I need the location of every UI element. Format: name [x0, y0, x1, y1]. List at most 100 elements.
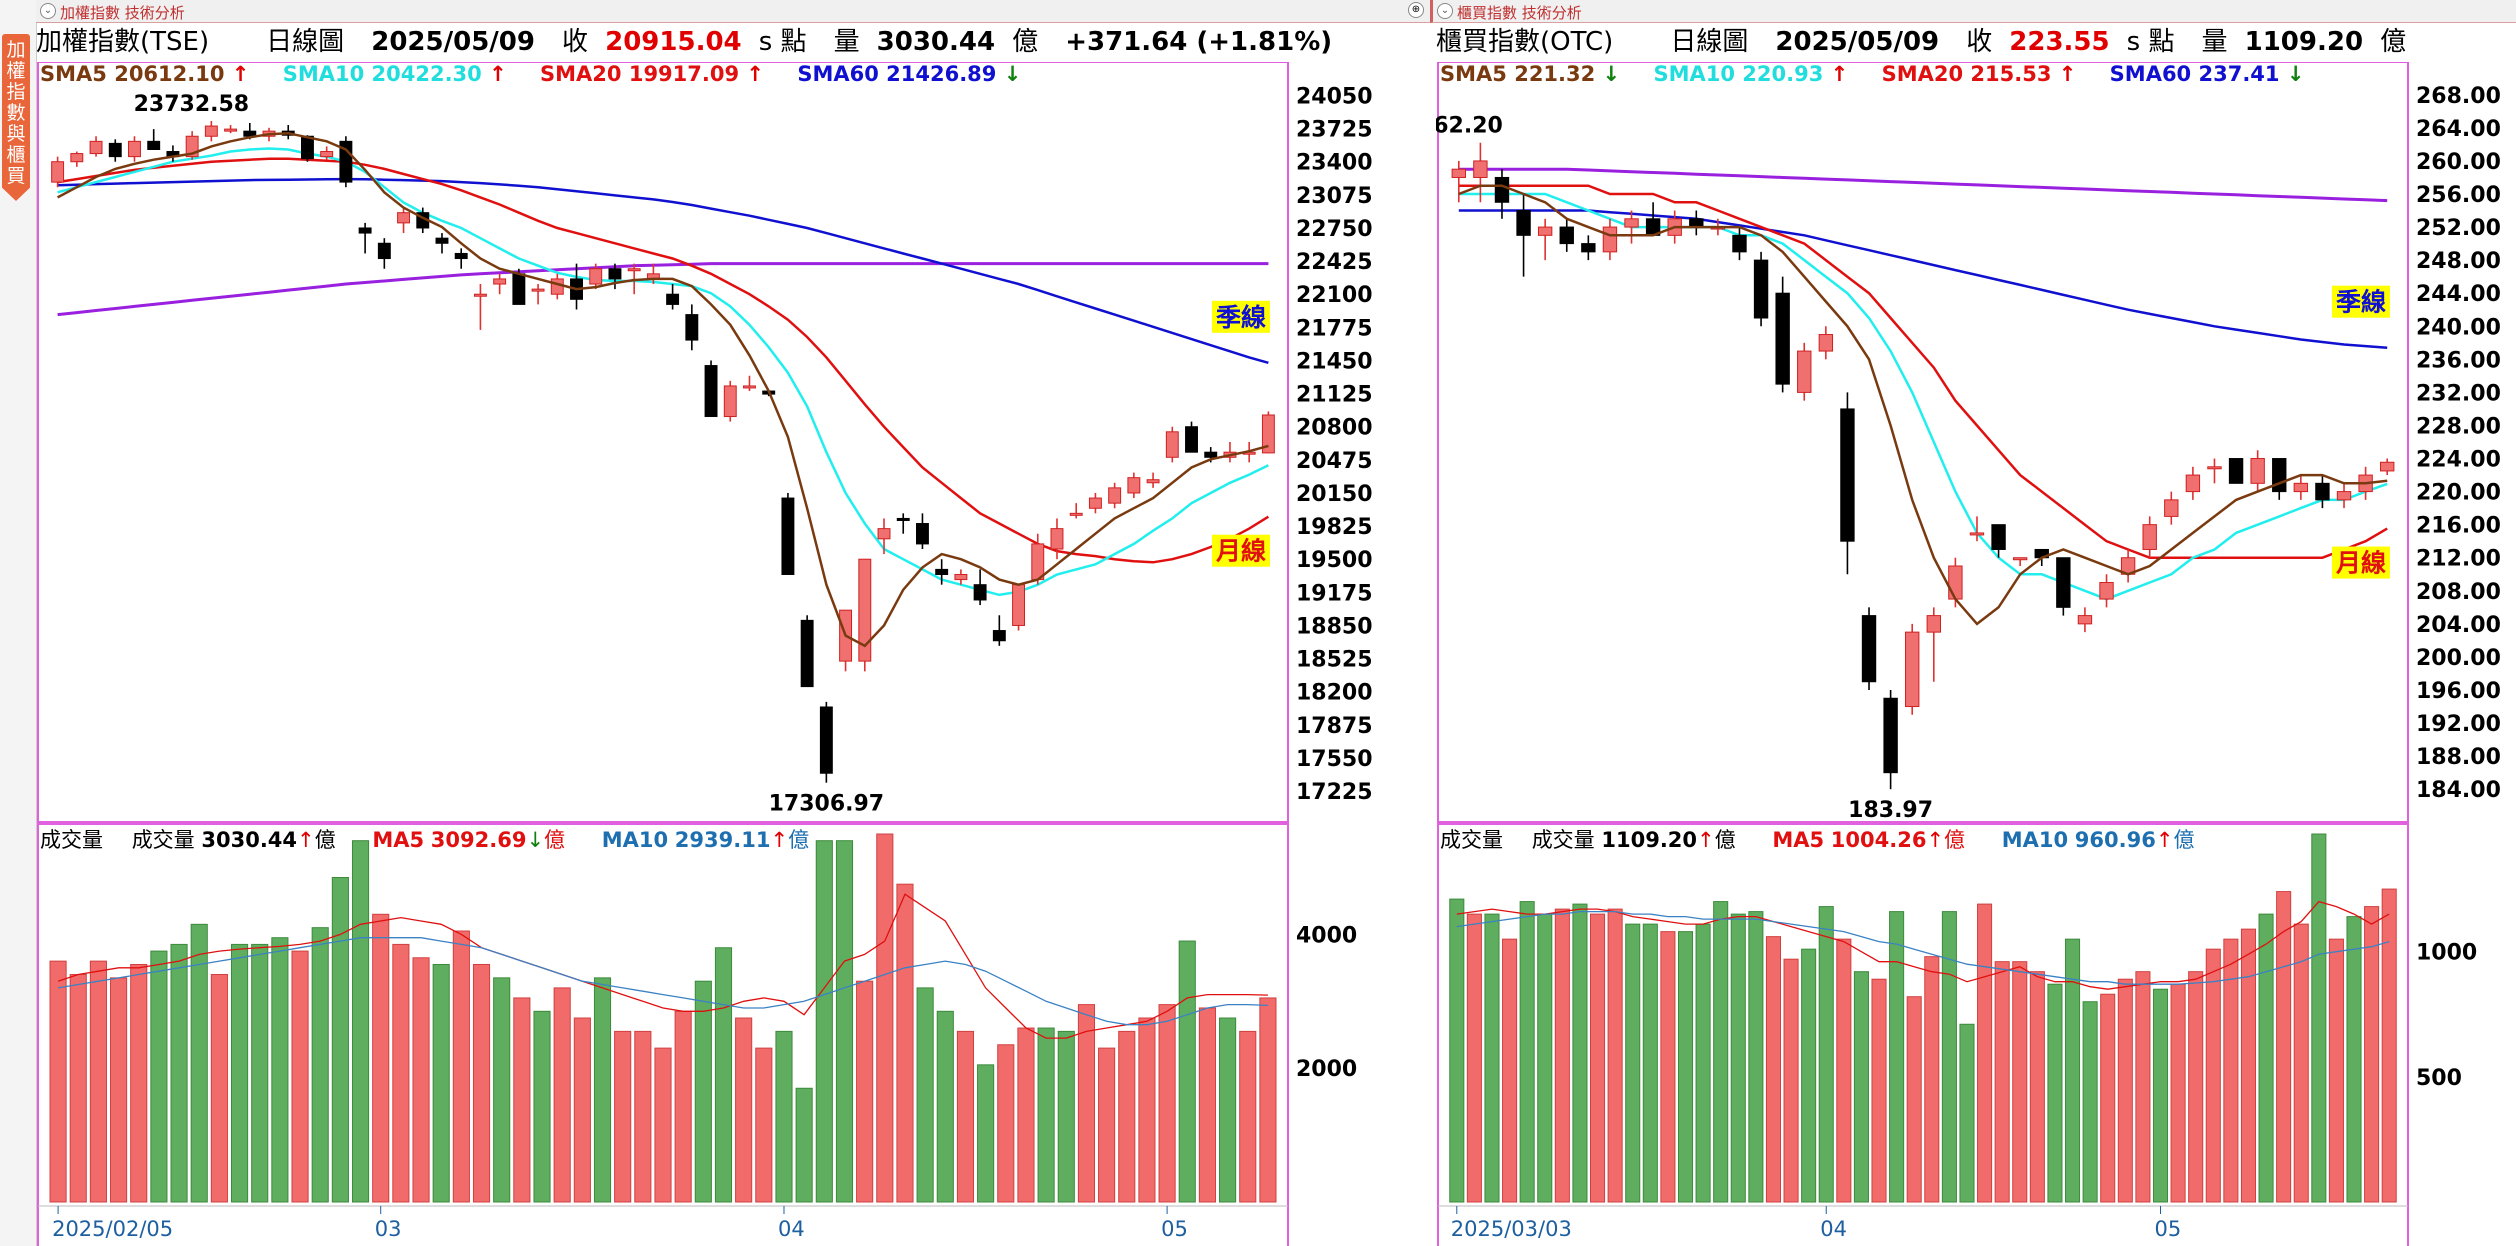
candle-body: [935, 568, 949, 575]
y-tick-label: 22425: [1296, 250, 1373, 275]
sma60-line: [1458, 209, 2388, 349]
volume-bar: [1625, 923, 1641, 1203]
volume-tick-label: 2000: [1296, 1057, 1357, 1082]
candle-body: [550, 278, 564, 295]
tse-volume-label: 量: [833, 27, 860, 57]
volume-bar: [2029, 971, 2045, 1203]
candle-body: [1537, 226, 1553, 236]
candle-body: [1108, 487, 1122, 504]
volume-bar: [533, 1010, 551, 1203]
volume-bar: [69, 974, 87, 1203]
volume-bar: [936, 1010, 954, 1203]
candle-body: [147, 140, 161, 150]
candle-body: [2272, 458, 2287, 493]
otc-sma5: SMA5 221.32 ↓: [1440, 62, 1621, 86]
quarter-label: 季線: [2336, 288, 2386, 317]
y-tick-label: 17875: [1296, 714, 1373, 739]
y-tick-label: 19500: [1296, 548, 1373, 573]
y-tick-label: 224.00: [2416, 448, 2501, 473]
candle-body: [1883, 697, 1898, 774]
volume-bar: [1502, 938, 1518, 1203]
otc-period[interactable]: 日線圖: [1670, 27, 1749, 57]
volume-bar: [553, 987, 571, 1203]
sidebar-tab-label[interactable]: 加權指數與櫃買: [2, 34, 30, 201]
volume-bar: [452, 930, 470, 1203]
candle-body: [2336, 491, 2352, 501]
candle-body: [627, 268, 641, 272]
tse-chart[interactable]: 24050 23725 23400 23075 22750 22425 22100 21775…: [36, 62, 1430, 1246]
tab-menu-icon[interactable]: ⌄: [40, 3, 56, 19]
otc-tab-title[interactable]: 櫃買指數 技術分析: [1457, 4, 1582, 22]
volume-bar: [1219, 1017, 1237, 1203]
volume-bar: [1572, 903, 1588, 1203]
sma10-line: [57, 147, 1269, 597]
volume-bar: [1259, 997, 1277, 1203]
tse-tab-title[interactable]: 加權指數 技術分析: [60, 4, 185, 22]
candle-body: [1146, 479, 1160, 484]
candle-body: [1451, 168, 1466, 178]
month-label-bg: [1212, 534, 1270, 567]
volume-bar: [2047, 983, 2063, 1203]
candle-body: [1926, 615, 1941, 633]
y-tick-label: 188.00: [2416, 745, 2501, 770]
otc-titlebar: ⌄ 櫃買指數 技術分析: [1430, 0, 2516, 23]
candle-body: [51, 161, 65, 183]
tse-volume-legend: 成交量 成交量 3030.44↑億 MA5 3092.69↓億 MA10 293…: [40, 824, 831, 854]
sma5-line: [1458, 184, 2388, 626]
y-tick-label: 196.00: [2416, 679, 2501, 704]
volume-bar: [573, 1017, 591, 1203]
candle-body: [1559, 226, 1574, 245]
candle-body: [1840, 408, 1855, 542]
candle-body: [1050, 528, 1064, 550]
otc-chart[interactable]: 268.00 264.00 260.00 256.00 252.00 248.00 244.…: [1436, 62, 2516, 1246]
volume-bar: [2188, 971, 2204, 1203]
tse-close-value: 20915.04: [605, 27, 742, 57]
y-tick-label: 236.00: [2416, 348, 2501, 373]
candle-body: [685, 314, 699, 341]
candle-body: [1261, 414, 1275, 454]
candle-body: [1185, 426, 1198, 453]
volume-bar: [735, 1017, 753, 1203]
volume-bar: [1607, 908, 1623, 1203]
candle-body: [800, 619, 814, 688]
volume-bar: [230, 943, 249, 1203]
tse-vol-value: 成交量 3030.44↑億: [131, 828, 336, 852]
volume-bar: [110, 977, 128, 1203]
candle-body: [2380, 461, 2395, 472]
candle-body: [512, 273, 526, 305]
zoom-icon[interactable]: ⊕: [1408, 2, 1424, 18]
volume-bar: [1484, 913, 1500, 1203]
tse-period[interactable]: 日線圖: [266, 27, 345, 57]
volume-bar: [2364, 906, 2380, 1203]
otc-vol-ma5: MA5 1004.26↑億: [1772, 828, 1966, 852]
volume-bar: [896, 883, 914, 1203]
tab-menu-icon[interactable]: ⌄: [1437, 3, 1453, 19]
otc-unit-points: s 點: [2126, 27, 2175, 57]
volume-bar: [1801, 948, 1817, 1203]
tse-sma5: SMA5 20612.10 ↑: [40, 62, 250, 86]
volume-bar: [2223, 938, 2239, 1203]
candle-body: [1797, 350, 1812, 393]
candle-body: [224, 128, 238, 132]
month-label: 月線: [2335, 549, 2386, 578]
candle-body: [1624, 218, 1639, 228]
candle-body: [204, 125, 218, 137]
otc-sma10: SMA10 220.93 ↑: [1653, 62, 1849, 86]
candle-body: [185, 135, 199, 158]
vol-ma10-line: [57, 937, 1268, 1026]
candle-body: [1818, 334, 1834, 352]
volume-frame: [37, 823, 1289, 1246]
volume-bar: [775, 1030, 793, 1203]
sidebar-tab[interactable]: 加權指數與櫃買: [0, 0, 37, 1246]
candle-body: [320, 151, 334, 158]
volume-bar: [1098, 1047, 1116, 1203]
y-tick-label: 20475: [1296, 449, 1373, 474]
y-tick-label: 252.00: [2416, 216, 2501, 241]
candle-body: [1031, 543, 1045, 581]
candle-body: [2185, 474, 2201, 493]
volume-frame: [1437, 823, 2409, 1246]
y-tick-label: 19825: [1296, 515, 1373, 540]
volume-bar: [412, 957, 430, 1203]
otc-close-label: 收: [1966, 27, 1993, 57]
candle-body: [2142, 524, 2157, 550]
